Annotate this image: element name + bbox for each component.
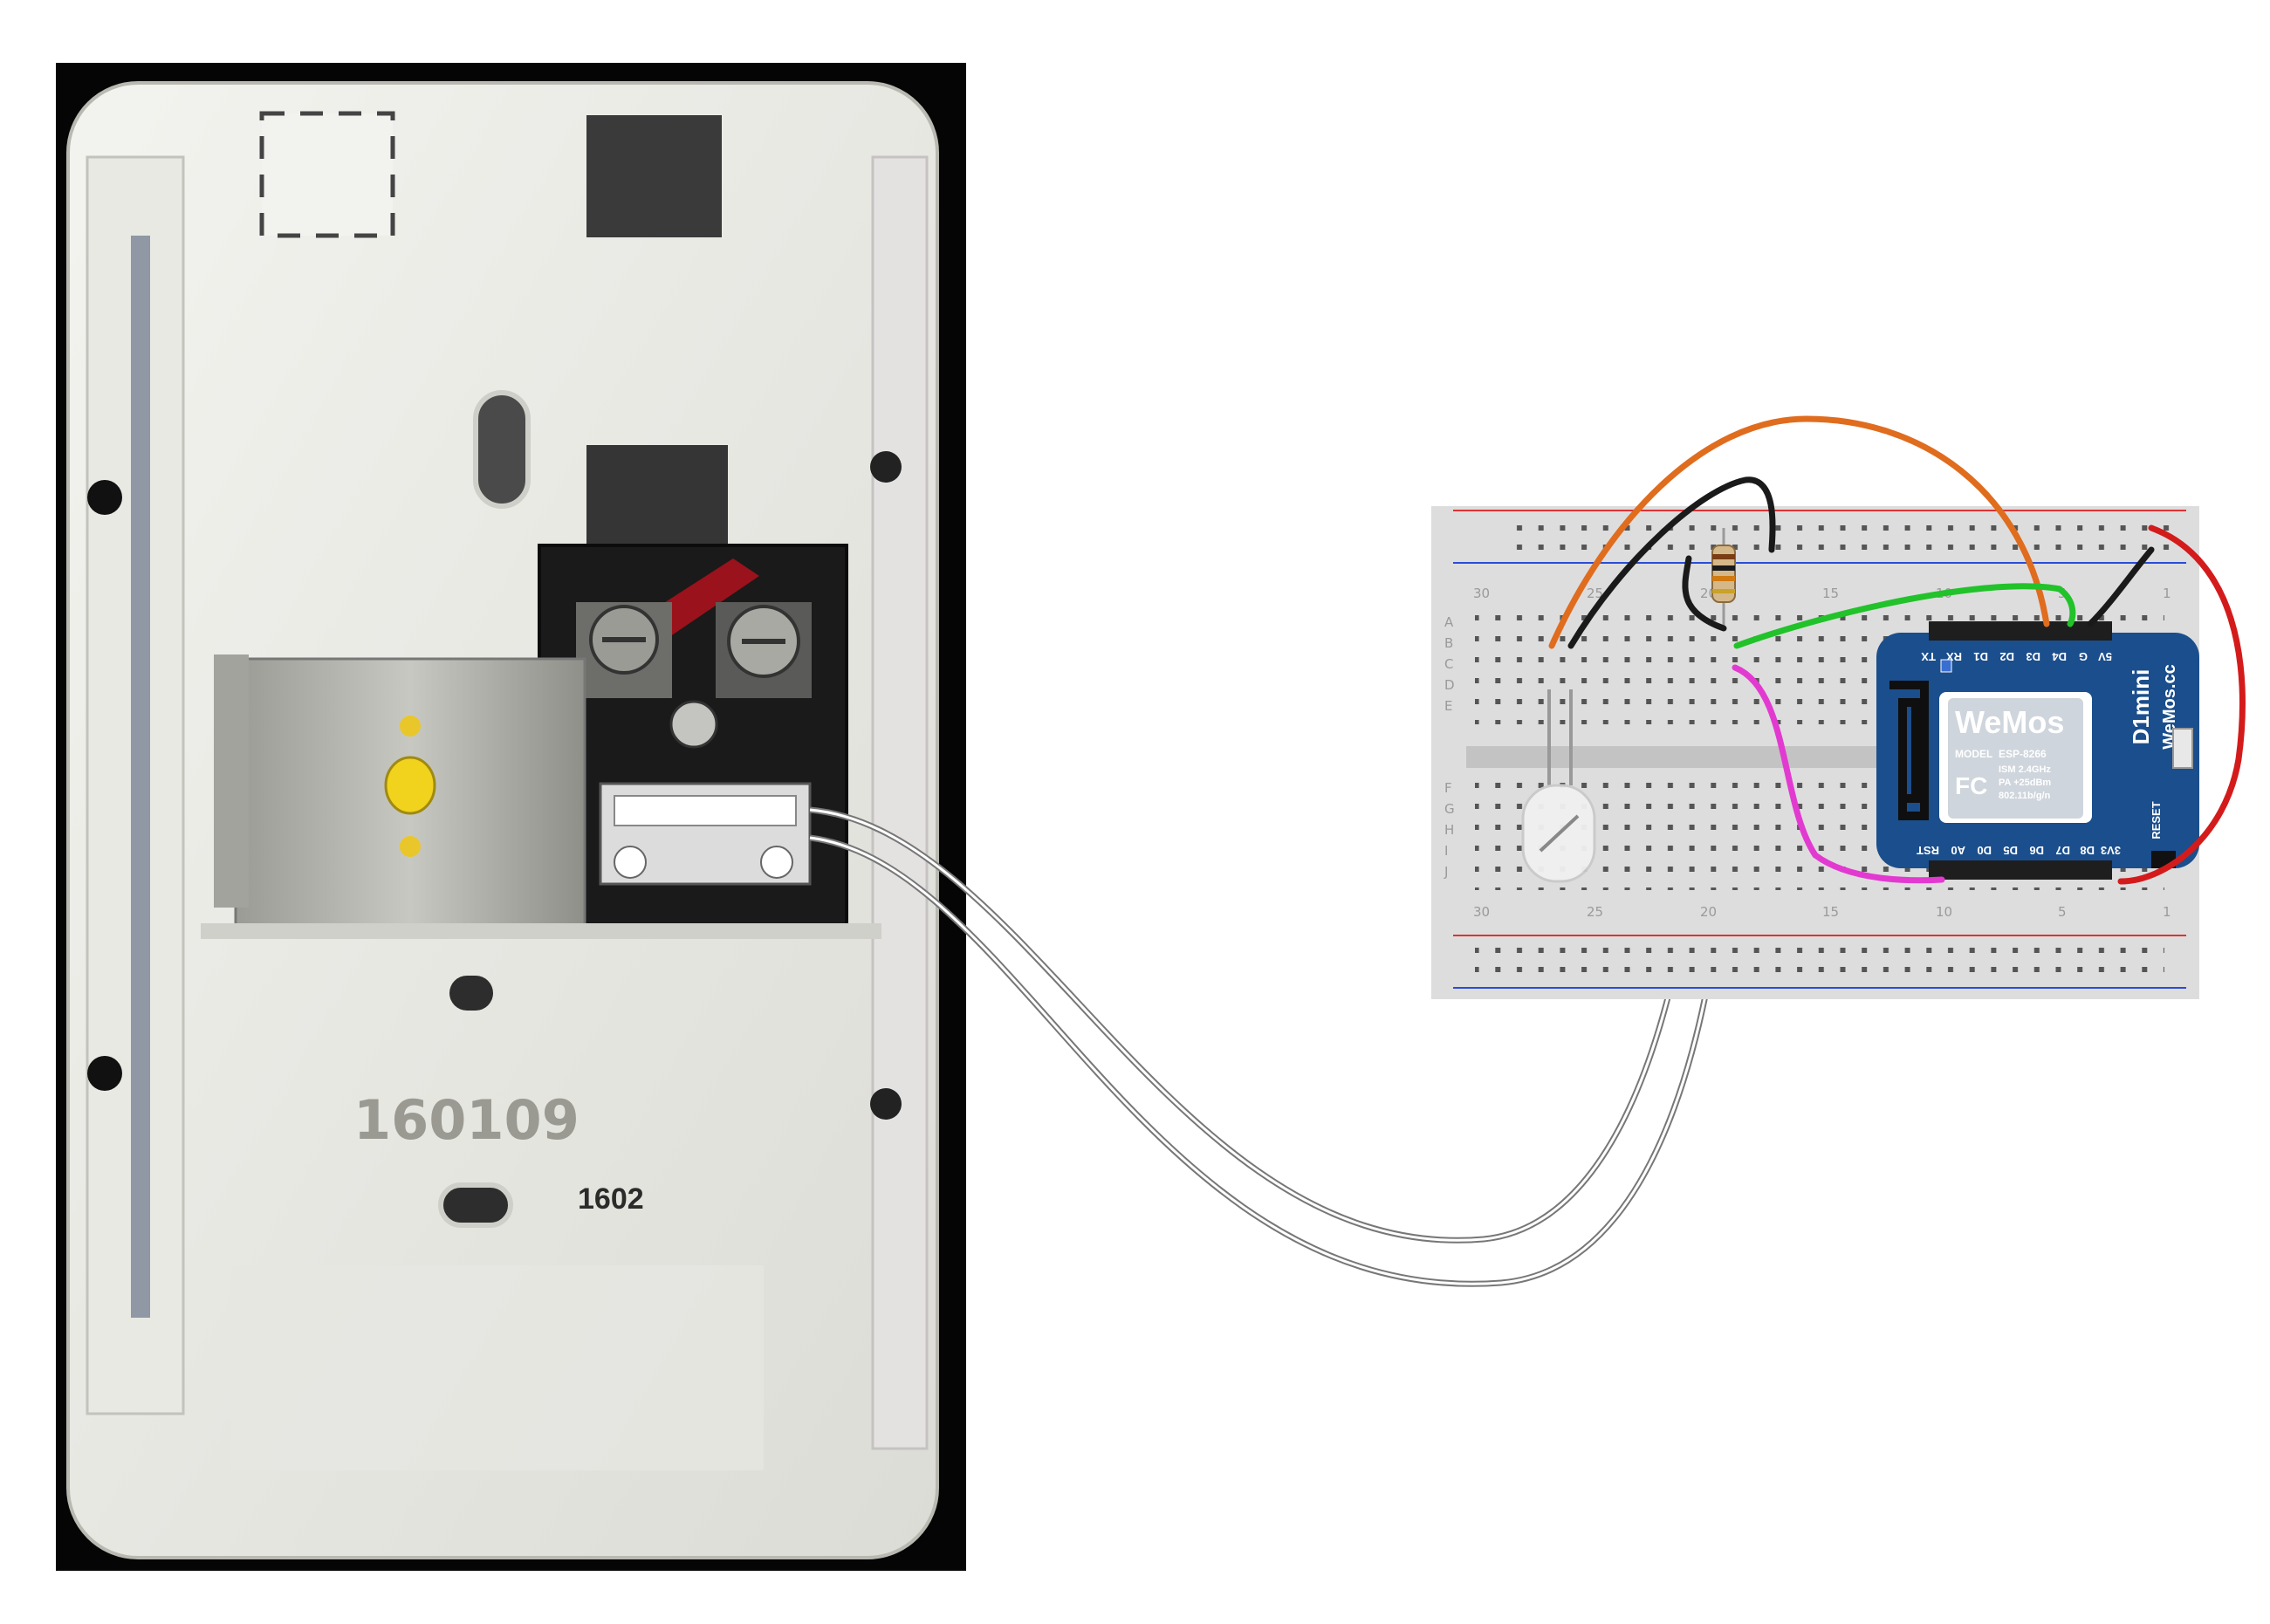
spec-line-2: PA +25dBm <box>1999 778 2051 788</box>
header-bottom <box>1929 860 2112 880</box>
bottom-power-rail <box>1475 942 2164 984</box>
right-upper-screw-icon <box>870 451 902 483</box>
keyhole-slot <box>473 390 531 509</box>
svg-text:G: G <box>1444 801 1455 817</box>
reed-switch-sensor <box>599 782 812 886</box>
spec-line-3: 802.11b/g/n <box>1999 791 2051 801</box>
black-wire-3 <box>2087 546 2155 627</box>
svg-text:G: G <box>2079 650 2088 663</box>
svg-text:D7: D7 <box>2055 844 2070 857</box>
svg-text:5: 5 <box>2058 904 2067 920</box>
svg-text:D0: D0 <box>1977 844 1992 857</box>
fcc-mark: FC <box>1955 772 1987 799</box>
spec-line-1: ISM 2.4GHz <box>1999 764 2051 775</box>
svg-text:20: 20 <box>1700 904 1717 920</box>
svg-text:E: E <box>1444 698 1452 714</box>
middle-ledge <box>201 923 881 939</box>
bottom-pin-labels: RST A0 D0 D5 D6 D7 D8 3V3 <box>1917 844 2121 857</box>
svg-text:3V3: 3V3 <box>2101 844 2121 857</box>
svg-text:10: 10 <box>1936 904 1952 920</box>
left-metal-strip <box>131 236 150 1318</box>
bottom-slot <box>438 1182 513 1228</box>
left-lower-screw-icon <box>87 1056 122 1091</box>
svg-text:25: 25 <box>1587 904 1603 920</box>
center-screw-icon <box>669 700 718 749</box>
reset-label: RESET <box>2150 801 2163 839</box>
black-wire-2 <box>1682 555 1727 632</box>
yellow-led-icon <box>384 756 436 815</box>
svg-text:H: H <box>1444 822 1454 838</box>
yellow-dot-upper <box>400 716 421 737</box>
svg-text:D5: D5 <box>2003 844 2018 857</box>
svg-text:D3: D3 <box>2026 650 2040 663</box>
column-numbers-bottom: 30 25 20 15 10 5 1 <box>1473 904 2171 920</box>
led-component <box>1521 689 1596 883</box>
svg-text:B: B <box>1444 635 1453 651</box>
svg-text:D1: D1 <box>1973 650 1988 663</box>
svg-text:1: 1 <box>2163 586 2171 601</box>
middle-window <box>586 445 728 550</box>
green-wire <box>1733 583 2076 649</box>
stamped-code: 1602 <box>578 1182 644 1216</box>
lower-slot <box>449 976 493 1011</box>
svg-text:TX: TX <box>1921 650 1936 663</box>
svg-text:D4: D4 <box>2052 650 2067 663</box>
status-led <box>1940 659 1952 673</box>
left-upper-screw-icon <box>87 480 122 515</box>
wemos-d1-mini: WeMos MODEL ESP-8266 FC ISM 2.4GHz PA +2… <box>1876 621 2199 880</box>
svg-text:D8: D8 <box>2080 844 2095 857</box>
svg-text:25: 25 <box>1587 586 1603 601</box>
yellow-dot-lower <box>400 836 421 857</box>
svg-text:1: 1 <box>2163 904 2171 920</box>
svg-text:D6: D6 <box>2029 844 2044 857</box>
header-top <box>1929 621 2112 641</box>
right-lower-screw-icon <box>870 1088 902 1120</box>
model-label: MODEL <box>1955 748 1992 760</box>
wemos-logo-text: WeMos <box>1955 704 2064 740</box>
row-letters: A B C D E F G H I J <box>1444 614 1455 880</box>
svg-text:30: 30 <box>1473 586 1490 601</box>
black-wire-1 <box>1567 476 1776 649</box>
bracket-side-tab <box>214 654 249 908</box>
magenta-wire <box>1732 664 1945 884</box>
model-value: ESP-8266 <box>1999 748 2047 760</box>
bottom-label-area <box>231 1265 764 1470</box>
svg-text:D: D <box>1444 677 1455 693</box>
top-left-window <box>259 111 395 238</box>
doorbell-box: 160109 1602 <box>56 63 966 1571</box>
svg-text:D2: D2 <box>1999 650 2014 663</box>
right-side-wall <box>871 155 929 1450</box>
orange-wire <box>1548 415 2050 649</box>
svg-text:A: A <box>1444 614 1454 630</box>
top-pin-labels: TX RX D1 D2 D3 D4 G 5V <box>1921 650 2112 663</box>
svg-text:15: 15 <box>1822 904 1839 920</box>
reset-button[interactable] <box>2172 728 2193 769</box>
svg-text:I: I <box>1444 843 1448 859</box>
top-right-window <box>586 115 722 237</box>
svg-text:F: F <box>1444 780 1452 796</box>
svg-text:30: 30 <box>1473 904 1490 920</box>
board-name: D1mini <box>2128 669 2154 745</box>
red-wire <box>2117 524 2246 885</box>
svg-text:J: J <box>1444 864 1448 880</box>
svg-text:C: C <box>1444 656 1453 672</box>
svg-text:A0: A0 <box>1951 844 1965 857</box>
breadboard: A B C D E F G H I J 30 25 20 15 10 5 1 3… <box>1431 506 2199 999</box>
jumper-wires <box>1548 415 2246 885</box>
resistor-component <box>1711 528 1736 628</box>
svg-text:15: 15 <box>1822 586 1839 601</box>
esp-shield-inner <box>1948 698 2083 819</box>
molded-code: 160109 <box>353 1088 580 1152</box>
svg-text:5V: 5V <box>2098 650 2112 663</box>
svg-text:RST: RST <box>1917 844 1939 857</box>
antenna-trace <box>1889 681 1929 820</box>
